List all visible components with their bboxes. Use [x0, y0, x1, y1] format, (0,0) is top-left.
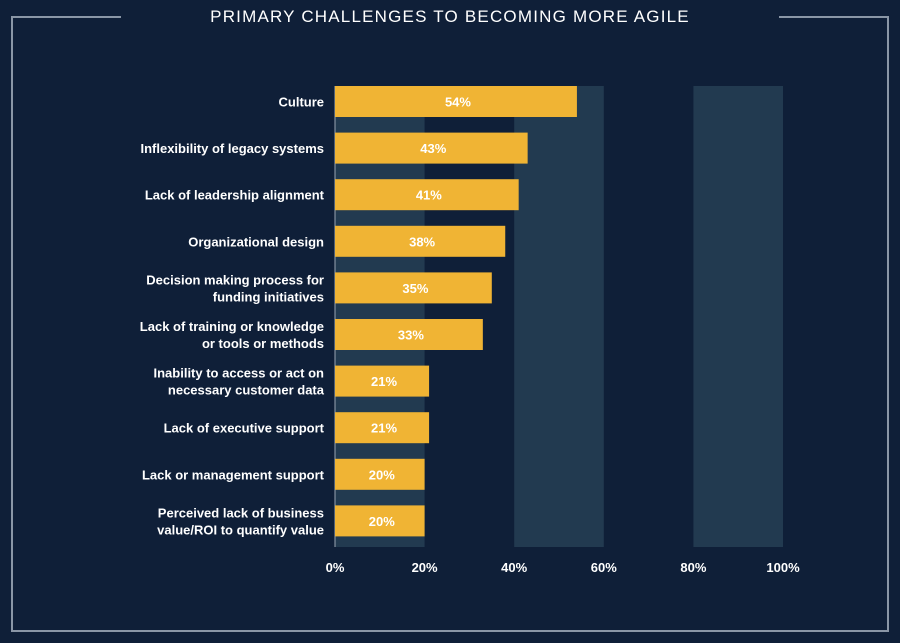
- bar: [335, 458, 425, 490]
- bar: [335, 272, 492, 304]
- x-tick-label: 60%: [591, 560, 617, 575]
- bar: [335, 319, 483, 350]
- x-axis-ticks: 0% 20% 40% 60% 80% 100%: [326, 560, 800, 575]
- x-tick-label: 80%: [680, 560, 706, 575]
- frame-top-right-line: [779, 16, 889, 18]
- bar-value-label: 33%: [398, 328, 424, 343]
- category-label: Lack or management support: [142, 467, 325, 482]
- background-band: [693, 86, 783, 547]
- bar-value-label: 43%: [420, 141, 446, 156]
- bar-value-label: 20%: [369, 467, 395, 482]
- category-label: Organizational design: [188, 234, 324, 249]
- x-tick-label: 0%: [326, 560, 345, 575]
- category-label: or tools or methods: [202, 336, 324, 351]
- category-label: Decision making process for: [146, 272, 324, 287]
- category-label: Inability to access or act on: [154, 366, 325, 381]
- bar: [335, 86, 577, 117]
- category-label: Culture: [279, 95, 325, 110]
- bar-value-label: 54%: [445, 95, 471, 110]
- x-tick-label: 20%: [412, 560, 438, 575]
- category-label: value/ROI to quantify value: [157, 522, 324, 537]
- bar: [335, 225, 506, 257]
- bar-value-label: 35%: [402, 281, 428, 296]
- category-label: Lack of training or knowledge: [140, 319, 324, 334]
- bars-group: 54% 43% 41% 38% 35% 33% 21% 21% 20% 20%: [335, 86, 577, 537]
- bar-value-label: 38%: [409, 234, 435, 249]
- bar: [335, 505, 425, 537]
- bar: [335, 179, 519, 211]
- category-label: Lack of executive support: [164, 421, 325, 436]
- x-tick-label: 100%: [766, 560, 800, 575]
- category-label: necessary customer data: [168, 383, 325, 398]
- bar-value-label: 41%: [416, 188, 442, 203]
- category-label: funding initiatives: [213, 289, 324, 304]
- category-label: Lack of leadership alignment: [145, 188, 325, 203]
- bar-value-label: 21%: [371, 374, 397, 389]
- bar-value-label: 20%: [369, 514, 395, 529]
- category-label: Inflexibility of legacy systems: [140, 141, 324, 156]
- category-label: Perceived lack of business: [158, 505, 324, 520]
- category-labels: Culture Inflexibility of legacy systems La…: [140, 95, 325, 538]
- chart-frame: [11, 16, 889, 632]
- bar-value-label: 21%: [371, 421, 397, 436]
- bar: [335, 412, 430, 444]
- bar: [335, 365, 430, 397]
- x-tick-label: 40%: [501, 560, 527, 575]
- bar: [335, 132, 528, 164]
- chart-title: PRIMARY CHALLENGES TO BECOMING MORE AGIL…: [210, 7, 690, 26]
- frame-top-left-line: [11, 16, 121, 18]
- background-band: [514, 86, 604, 547]
